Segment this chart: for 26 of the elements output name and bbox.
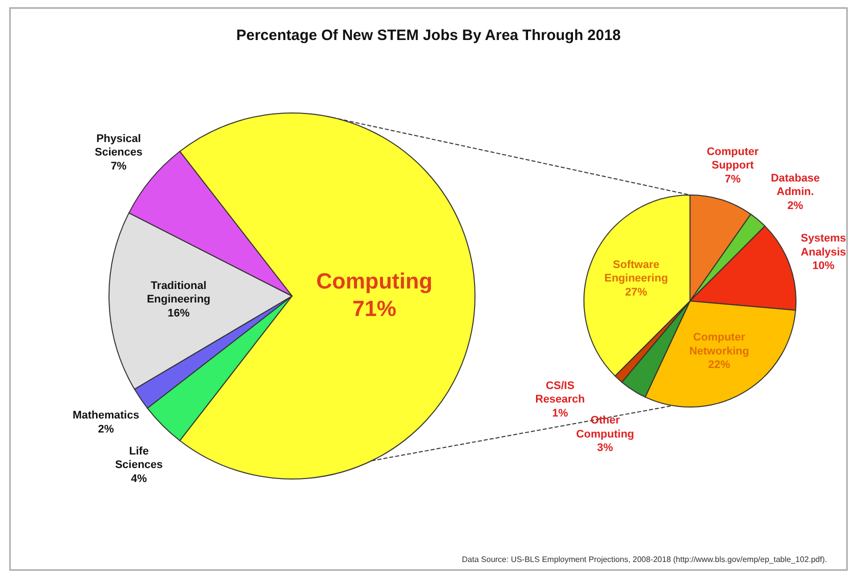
data-label: 71% — [352, 296, 396, 321]
data-label: 3% — [597, 442, 614, 454]
chart-title: Percentage Of New STEM Jobs By Area Through 2018 — [236, 27, 621, 44]
source-note: Data Source: US-BLS Employment Projections, 2008-2018 (http://www.bls.gov/emp/ep_table_102.pdf). — [462, 555, 827, 564]
slice-label: Computing — [316, 268, 432, 294]
slice-label: Life Sciences — [115, 445, 163, 472]
slice-label: Computer Support — [706, 146, 760, 172]
slice-label: Computer Networking — [689, 332, 750, 358]
slice-label: Traditional Engineering — [146, 280, 210, 306]
slice-label: CS/IS Research — [535, 380, 586, 406]
data-label: 10% — [812, 260, 835, 272]
slice-label: Mathematics — [72, 410, 140, 422]
data-label: 16% — [168, 307, 190, 320]
slice-label: Other Computing — [576, 414, 634, 440]
data-label: 27% — [625, 286, 648, 298]
data-label: 2% — [98, 423, 114, 436]
data-label: 22% — [708, 359, 730, 372]
slice-label: Software Engineering — [604, 258, 668, 285]
slice-label: Systems Analysis — [800, 232, 846, 258]
data-label: 7% — [110, 160, 127, 172]
data-label: 1% — [552, 407, 568, 420]
data-label: 4% — [130, 472, 148, 485]
slice-label: Database Admin. — [770, 172, 820, 198]
data-label: 7% — [724, 173, 741, 186]
slice-label: Physical Sciences — [94, 132, 142, 158]
data-label: 2% — [787, 200, 804, 212]
